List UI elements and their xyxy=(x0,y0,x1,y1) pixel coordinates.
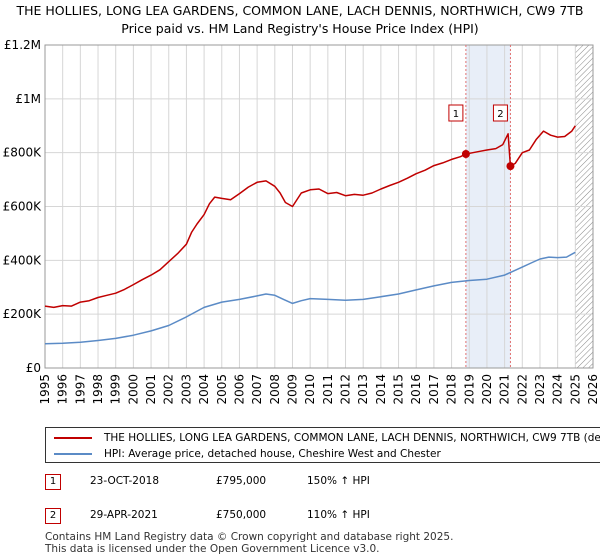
x-tick-label: 1995 xyxy=(38,374,52,405)
x-tick-label: 2019 xyxy=(462,374,476,405)
x-tick-label: 2009 xyxy=(285,374,299,405)
sale-point-1 xyxy=(462,150,470,158)
x-tick-label: 2021 xyxy=(498,374,512,405)
x-tick-label: 2007 xyxy=(250,374,264,405)
sale-date-1: 23-OCT-2018 xyxy=(90,475,159,487)
y-tick-label: £400K xyxy=(3,253,43,267)
x-tick-label: 2024 xyxy=(551,374,565,405)
x-tick-label: 2022 xyxy=(515,374,529,405)
x-tick-label: 2001 xyxy=(144,374,158,405)
y-tick-label: £200K xyxy=(3,307,43,321)
sale-point-2 xyxy=(506,162,514,170)
sale-hpi-change-2: 110% ↑ HPI xyxy=(307,509,370,521)
sale-price-2: £750,000 xyxy=(216,509,266,521)
legend-item-hpi: HPI: Average price, detached house, Ches… xyxy=(54,446,441,461)
x-tick-label: 2013 xyxy=(356,374,370,405)
y-tick-label: £1M xyxy=(15,92,41,106)
legend-label-property: THE HOLLIES, LONG LEA GARDENS, COMMON LA… xyxy=(104,432,600,444)
x-tick-label: 2008 xyxy=(268,374,282,405)
x-tick-label: 2003 xyxy=(179,374,193,405)
x-tick-label: 2000 xyxy=(126,374,140,405)
legend-swatch-hpi xyxy=(54,453,92,455)
x-tick-label: 1999 xyxy=(109,374,123,405)
x-tick-label: 2016 xyxy=(409,374,423,405)
legend: THE HOLLIES, LONG LEA GARDENS, COMMON LA… xyxy=(45,427,600,463)
x-tick-label: 2010 xyxy=(303,374,317,405)
sale-date-2: 29-APR-2021 xyxy=(90,509,158,521)
sale-marker-label-1: 1 xyxy=(453,109,459,120)
x-tick-label: 2015 xyxy=(392,374,406,405)
y-tick-label: £800K xyxy=(3,146,43,160)
sale-price-1: £795,000 xyxy=(216,475,266,487)
legend-swatch-property xyxy=(54,437,92,439)
x-tick-label: 2004 xyxy=(197,374,211,405)
x-tick-label: 2002 xyxy=(162,374,176,405)
x-tick-label: 1998 xyxy=(91,374,105,405)
x-tick-label: 2014 xyxy=(374,374,388,405)
sale-badge-2: 2 xyxy=(45,508,61,524)
sale-badge-1: 1 xyxy=(45,474,61,490)
x-tick-label: 1997 xyxy=(73,374,87,405)
legend-label-hpi: HPI: Average price, detached house, Ches… xyxy=(104,448,441,460)
x-tick-label: 2023 xyxy=(533,374,547,405)
sale-marker-label-2: 2 xyxy=(497,109,503,120)
x-tick-label: 2025 xyxy=(568,374,582,405)
y-tick-label: £600K xyxy=(3,200,43,214)
x-tick-label: 2017 xyxy=(427,374,441,405)
x-tick-label: 2020 xyxy=(480,374,494,405)
x-tick-label: 2026 xyxy=(586,374,600,405)
legend-item-property: THE HOLLIES, LONG LEA GARDENS, COMMON LA… xyxy=(54,430,600,445)
x-tick-label: 2012 xyxy=(339,374,353,405)
footer-copyright: Contains HM Land Registry data © Crown c… xyxy=(45,531,453,543)
y-tick-label: £0 xyxy=(26,361,41,375)
x-tick-label: 2011 xyxy=(321,374,335,405)
x-tick-label: 2018 xyxy=(445,374,459,405)
x-tick-label: 2005 xyxy=(215,374,229,405)
sale-hpi-change-1: 150% ↑ HPI xyxy=(307,475,370,487)
footer-licence: This data is licensed under the Open Gov… xyxy=(45,543,380,555)
y-tick-label: £1.2M xyxy=(4,38,41,52)
x-tick-label: 2006 xyxy=(232,374,246,405)
x-tick-label: 1996 xyxy=(56,374,70,405)
